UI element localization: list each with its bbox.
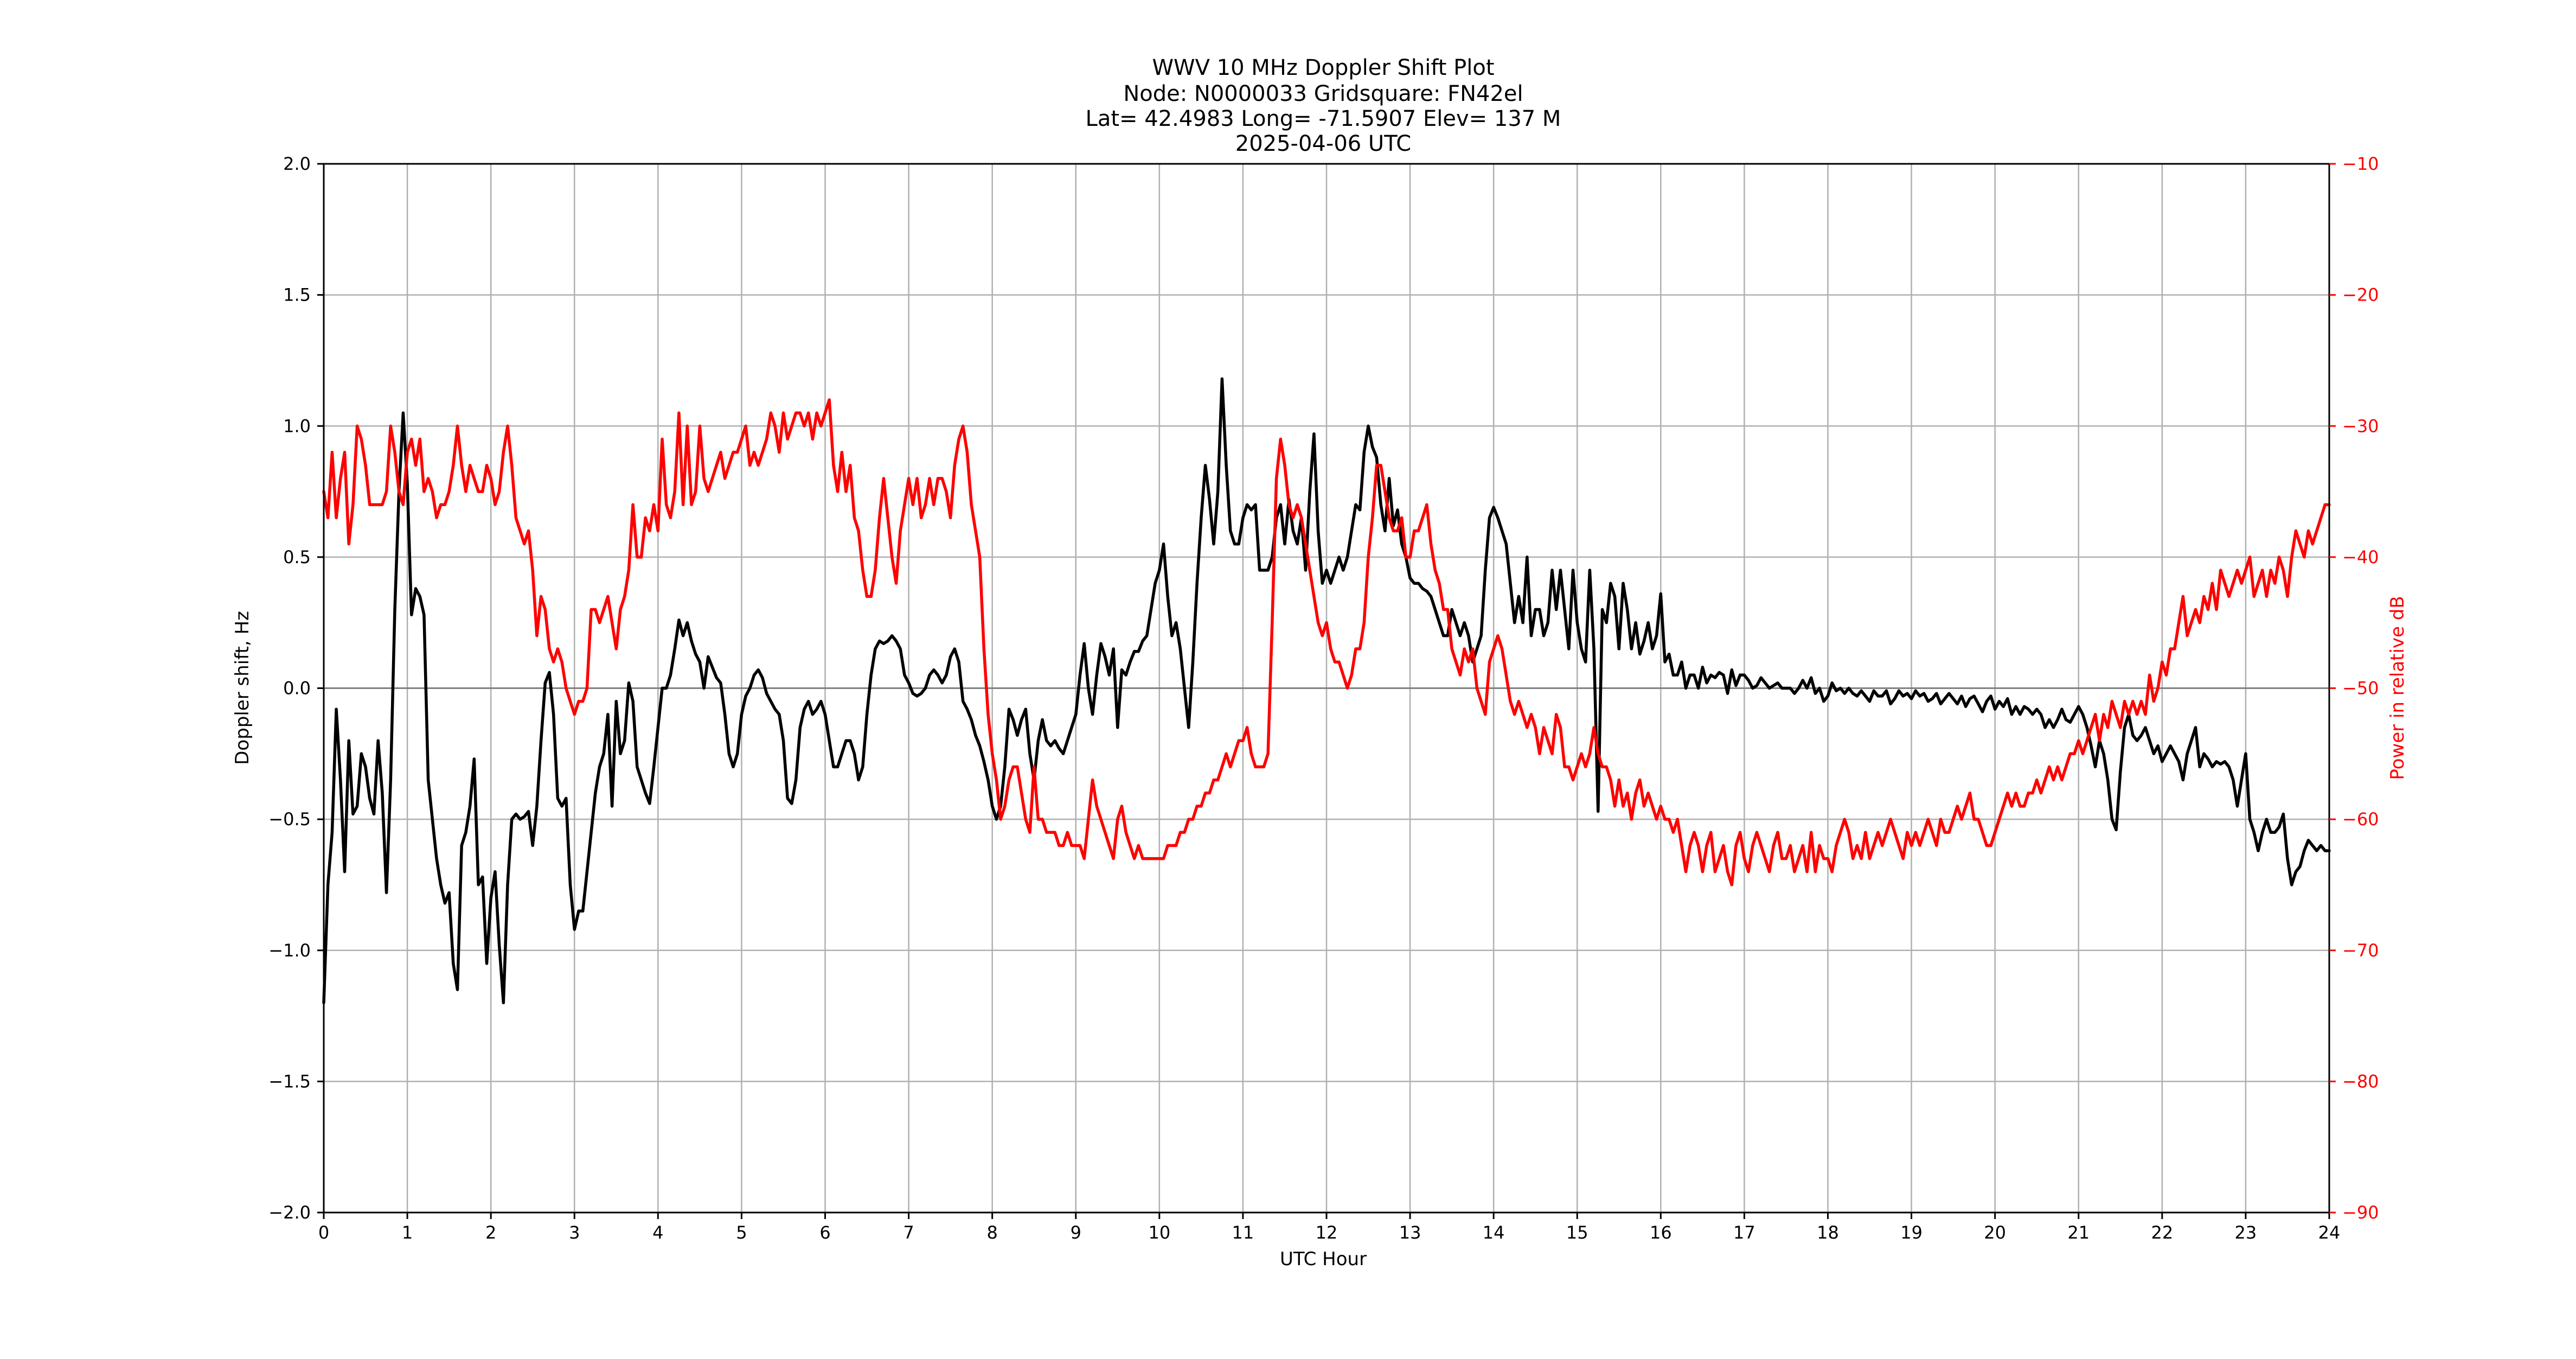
x-tick-label: 24 (2318, 1222, 2341, 1243)
x-tick-label: 15 (1566, 1222, 1588, 1243)
power-series-line (322, 398, 2331, 886)
series-layer (322, 377, 2331, 1005)
x-tick-label: 5 (736, 1222, 747, 1243)
y2-tick-label: −90 (2342, 1202, 2379, 1223)
x-tick-label: 1 (402, 1222, 413, 1243)
x-tick-label: 23 (2235, 1222, 2257, 1243)
y-tick-label: 1.5 (283, 285, 311, 305)
y-tick-label: 1.0 (283, 416, 311, 436)
x-tick-label: 21 (2067, 1222, 2090, 1243)
y2-tick-label: −20 (2342, 285, 2379, 305)
y2-tick-label: −60 (2342, 809, 2379, 830)
x-tick-label: 9 (1071, 1222, 1081, 1243)
chart-title-line-3: Lat= 42.4983 Long= -71.5907 Elev= 137 M (1086, 106, 1561, 131)
x-tick-label: 0 (318, 1222, 329, 1243)
y2-tick-label: −80 (2342, 1071, 2379, 1092)
y-axis-label: Doppler shift, Hz (232, 611, 253, 765)
x-tick-label: 17 (1733, 1222, 1755, 1243)
y2-tick-label: −50 (2342, 678, 2379, 699)
x-axis-label: UTC Hour (1280, 1248, 1367, 1270)
x-tick-label: 10 (1148, 1222, 1170, 1243)
y2-tick-label: −40 (2342, 547, 2379, 567)
x-tick-label: 19 (1900, 1222, 1923, 1243)
y-tick-label: −0.5 (268, 809, 311, 830)
chart-title-line-4: 2025-04-06 UTC (1235, 131, 1411, 156)
x-tick-label: 4 (652, 1222, 663, 1243)
x-tick-label: 13 (1399, 1222, 1421, 1243)
x-tick-label: 7 (903, 1222, 914, 1243)
doppler-series-line (322, 377, 2331, 1005)
ticks-layer: 0 1 2 3 4 5 6 7 8 9 10 11 12 13 14 15 16 17 18 19 20 21 22 23 24… (268, 154, 2379, 1243)
y-tick-label: −2.0 (268, 1202, 311, 1223)
y-tick-label: 2.0 (283, 154, 311, 174)
x-tick-label: 18 (1817, 1222, 1839, 1243)
y-tick-label: 0.0 (283, 678, 311, 699)
x-tick-label: 3 (569, 1222, 580, 1243)
x-tick-label: 20 (1984, 1222, 2006, 1243)
x-tick-label: 12 (1316, 1222, 1338, 1243)
y-tick-label: −1.0 (268, 940, 311, 961)
x-tick-label: 8 (986, 1222, 997, 1243)
x-tick-label: 14 (1483, 1222, 1505, 1243)
x-tick-label: 16 (1650, 1222, 1672, 1243)
y2-tick-label: −70 (2342, 940, 2379, 961)
chart-title-line-1: WWV 10 MHz Doppler Shift Plot (1152, 55, 1494, 80)
y2-tick-label: −10 (2342, 154, 2379, 174)
y2-axis-label: Power in relative dB (2387, 596, 2408, 780)
y-tick-label: −1.5 (268, 1071, 311, 1092)
chart-title-line-2: Node: N0000033 Gridsquare: FN42el (1123, 81, 1523, 106)
x-tick-label: 11 (1232, 1222, 1254, 1243)
x-tick-label: 2 (485, 1222, 496, 1243)
y2-tick-label: −30 (2342, 416, 2379, 436)
y-tick-label: 0.5 (283, 547, 311, 567)
x-tick-label: 22 (2151, 1222, 2173, 1243)
x-tick-label: 6 (819, 1222, 830, 1243)
